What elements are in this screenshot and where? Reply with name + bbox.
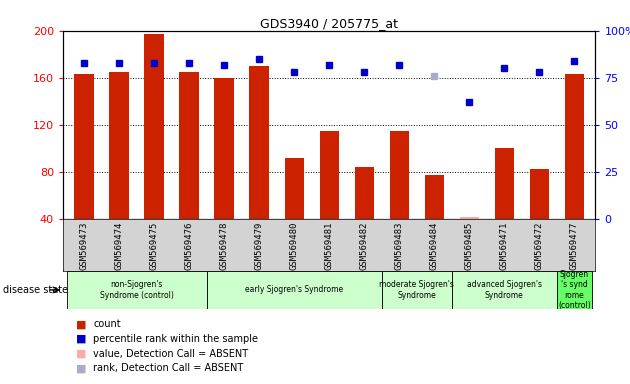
Text: GSM569475: GSM569475 [149,222,159,270]
Text: count: count [93,319,121,329]
Bar [144,34,164,266]
Text: GSM569484: GSM569484 [430,222,438,270]
Bar [382,271,452,309]
Bar [495,148,514,266]
Text: percentile rank within the sample: percentile rank within the sample [93,334,258,344]
Bar [207,271,382,309]
Text: GSM569481: GSM569481 [324,222,334,270]
Bar [425,175,444,266]
Bar [355,167,374,266]
Text: rank, Detection Call = ABSENT: rank, Detection Call = ABSENT [93,363,243,373]
Text: ■: ■ [76,363,86,373]
Bar [460,217,479,266]
Text: GSM569483: GSM569483 [395,222,404,270]
Text: early Sjogren's Syndrome: early Sjogren's Syndrome [245,285,343,295]
Bar [564,74,584,266]
Bar [214,78,234,266]
Text: ■: ■ [76,334,86,344]
Text: Sjogren
's synd
rome
(control): Sjogren 's synd rome (control) [558,270,591,310]
Bar [249,66,269,266]
Text: GSM569485: GSM569485 [465,222,474,270]
Text: GSM569474: GSM569474 [115,222,123,270]
Title: GDS3940 / 205775_at: GDS3940 / 205775_at [260,17,398,30]
Text: GSM569472: GSM569472 [535,222,544,270]
Text: GSM569473: GSM569473 [79,222,88,270]
Text: advanced Sjogren's
Syndrome: advanced Sjogren's Syndrome [467,280,542,300]
Bar [530,169,549,266]
Bar [452,271,557,309]
Text: ■: ■ [76,349,86,359]
Bar [110,72,129,266]
Bar [74,74,94,266]
Text: GSM569480: GSM569480 [290,222,299,270]
Text: moderate Sjogren's
Syndrome: moderate Sjogren's Syndrome [379,280,454,300]
Bar [285,158,304,266]
Text: value, Detection Call = ABSENT: value, Detection Call = ABSENT [93,349,248,359]
Text: GSM569477: GSM569477 [570,222,579,270]
Text: disease state: disease state [3,285,68,295]
Bar [319,131,339,266]
Bar [389,131,409,266]
Text: GSM569476: GSM569476 [185,222,193,270]
Bar [180,72,198,266]
Text: ■: ■ [76,319,86,329]
Text: GSM569479: GSM569479 [255,222,263,270]
Bar [557,271,592,309]
Text: non-Sjogren's
Syndrome (control): non-Sjogren's Syndrome (control) [100,280,173,300]
Text: GSM569478: GSM569478 [220,222,229,270]
Text: GSM569482: GSM569482 [360,222,369,270]
Bar [67,271,207,309]
Text: GSM569471: GSM569471 [500,222,509,270]
